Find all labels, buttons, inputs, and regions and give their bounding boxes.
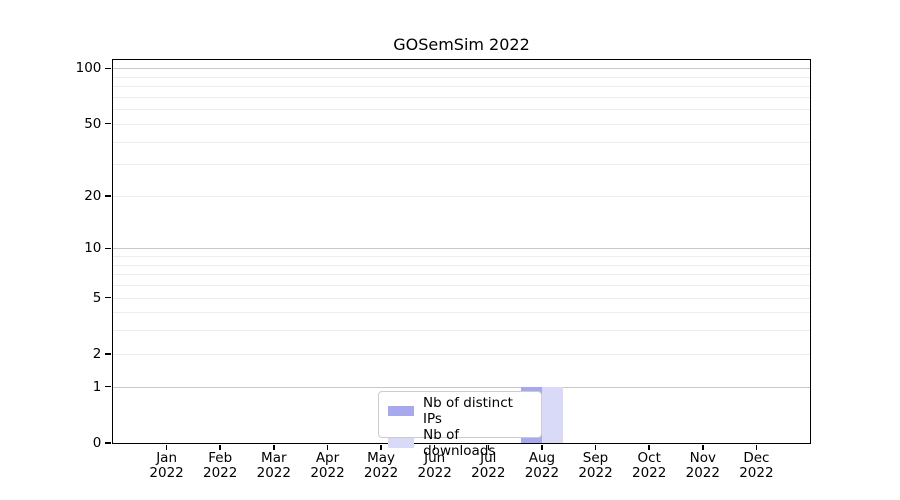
x-tick-label: Mar 2022 <box>256 450 291 481</box>
x-tick-label: Aug 2022 <box>524 450 560 481</box>
bar-downloads <box>541 386 563 443</box>
x-axis-tick <box>594 444 597 450</box>
y-tick-label: 50 <box>84 115 102 132</box>
legend-swatch-distinct-ips <box>388 406 414 416</box>
gridline-major <box>113 248 810 250</box>
gridline-minor <box>113 256 810 257</box>
y-tick-label: 1 <box>92 378 102 395</box>
y-axis-tick <box>105 195 112 197</box>
chart-title: GOSemSim 2022 <box>393 35 530 54</box>
y-tick-label: 10 <box>84 240 102 257</box>
x-axis-tick <box>487 444 490 450</box>
plot-area <box>112 59 811 444</box>
legend-swatch-downloads <box>388 438 415 448</box>
gridline-minor <box>113 330 810 332</box>
x-axis-tick <box>702 444 704 450</box>
gridline-minor <box>113 109 810 111</box>
gridline-minor <box>113 164 810 166</box>
gridline-major <box>113 386 810 388</box>
x-axis-tick <box>755 444 758 450</box>
x-tick-label: Feb 2022 <box>203 450 238 481</box>
x-tick-label: Jun 2022 <box>417 450 452 481</box>
x-axis-tick <box>380 444 382 450</box>
gridline-minor <box>113 264 810 266</box>
x-tick-label: Jan 2022 <box>149 450 184 481</box>
y-tick-label: 20 <box>84 187 102 204</box>
x-tick-label: Apr 2022 <box>310 450 345 481</box>
legend-label-distinct-ips: Nb of distinct IPs <box>423 395 513 427</box>
x-tick-label: May 2022 <box>363 450 399 481</box>
gridline-minor <box>113 285 810 286</box>
gridline-minor <box>113 96 810 98</box>
x-axis-tick <box>165 444 168 450</box>
x-tick-label: Nov 2022 <box>685 450 720 481</box>
gridline-minor <box>113 274 810 276</box>
x-tick-label: Sep 2022 <box>578 450 613 481</box>
y-tick-label: 5 <box>92 289 102 306</box>
gridline-minor <box>113 353 810 355</box>
x-tick-label: Oct 2022 <box>632 450 667 481</box>
y-axis-tick <box>105 442 112 444</box>
y-axis-tick <box>105 385 112 388</box>
y-tick-label: 100 <box>75 60 102 77</box>
gridline-minor <box>113 123 810 125</box>
y-axis-tick <box>105 296 112 299</box>
x-axis-tick <box>648 444 650 450</box>
x-axis-tick <box>273 444 275 450</box>
x-axis-tick <box>433 444 436 450</box>
gridline-minor <box>113 76 810 78</box>
legend: Nb of distinct IPs Nb of downloads <box>378 391 542 459</box>
x-axis-tick <box>541 444 543 450</box>
y-axis-tick <box>105 353 112 355</box>
y-tick-label: 0 <box>92 435 102 451</box>
x-tick-label: Dec 2022 <box>739 450 774 481</box>
x-tick-label: Jul 2022 <box>471 450 506 481</box>
x-axis-tick <box>326 444 329 450</box>
gridline-major <box>113 68 810 70</box>
y-axis-tick <box>105 122 112 125</box>
legend-item-distinct-ips: Nb of distinct IPs <box>388 395 532 427</box>
gridline-minor <box>113 141 810 143</box>
gridline-minor <box>113 297 810 299</box>
x-axis-tick <box>219 444 221 450</box>
y-axis-tick <box>105 247 112 250</box>
legend-label-downloads: Nb of downloads <box>423 427 496 459</box>
gridline-minor <box>113 195 810 197</box>
y-tick-label: 2 <box>92 345 102 362</box>
gridline-minor <box>113 312 810 314</box>
gridline-minor <box>113 86 810 88</box>
legend-item-downloads: Nb of downloads <box>388 427 532 459</box>
y-axis-tick <box>105 67 112 70</box>
